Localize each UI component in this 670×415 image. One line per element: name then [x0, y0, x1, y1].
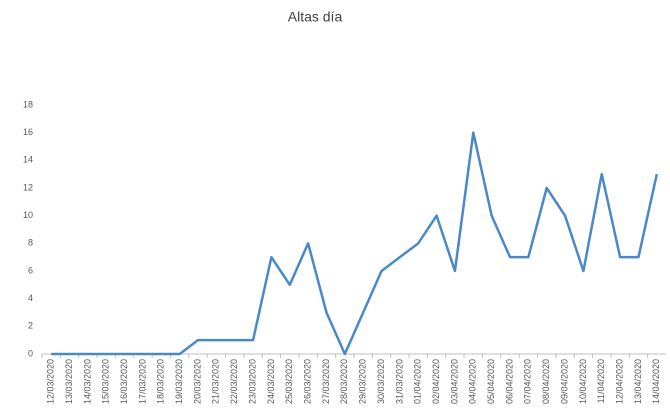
x-tick-label: 03/04/2020 [449, 359, 459, 404]
y-tick-label: 2 [28, 321, 33, 331]
y-tick-label: 6 [28, 265, 33, 275]
x-tick-label: 17/03/2020 [137, 359, 147, 404]
y-tick-label: 18 [23, 99, 33, 109]
x-tick-label: 09/04/2020 [559, 359, 569, 404]
x-tick-label: 28/03/2020 [339, 359, 349, 404]
x-tick-label: 27/03/2020 [321, 359, 331, 404]
x-tick-label: 01/04/2020 [413, 359, 423, 404]
x-tick-label: 18/03/2020 [156, 359, 166, 404]
line [51, 131, 659, 356]
y-tick-label: 4 [28, 293, 33, 303]
x-tick-label: 12/03/2020 [46, 359, 56, 404]
y-tick-label: 12 [23, 182, 33, 192]
x-tick-label: 14/04/2020 [651, 359, 661, 404]
x-tick-label: 10/04/2020 [578, 359, 588, 404]
x-tick-label: 29/03/2020 [358, 359, 368, 404]
x-tick-label: 26/03/2020 [302, 359, 312, 404]
x-tick-label: 13/04/2020 [633, 359, 643, 404]
y-tick-label: 16 [23, 127, 33, 137]
x-tick-label: 23/03/2020 [247, 359, 257, 404]
x-tick-label: 06/04/2020 [504, 359, 514, 404]
chart-title: Altas día [288, 9, 343, 25]
x-tick-label: 15/03/2020 [101, 359, 111, 404]
x-tick-label: 12/04/2020 [614, 359, 624, 404]
x-tick-label: 05/04/2020 [486, 359, 496, 404]
x-tick-label: 21/03/2020 [211, 359, 221, 404]
x-tick-label: 20/03/2020 [192, 359, 202, 404]
x-tick-label: 24/03/2020 [266, 359, 276, 404]
x-tick-label: 07/04/2020 [523, 359, 533, 404]
x-tick-label: 16/03/2020 [119, 359, 129, 404]
x-tick-label: 19/03/2020 [174, 359, 184, 404]
x-tick-label: 04/04/2020 [468, 359, 478, 404]
x-tick-label: 30/03/2020 [376, 359, 386, 404]
y-tick-label: 0 [28, 348, 33, 358]
y-tick-label: 8 [28, 238, 33, 248]
x-tick-label: 22/03/2020 [229, 359, 239, 404]
x-tick-label: 02/04/2020 [431, 359, 441, 404]
x-tick-label: 11/04/2020 [596, 359, 606, 403]
x-tick-label: 14/03/2020 [82, 359, 92, 404]
x-tick-label: 25/03/2020 [284, 359, 294, 404]
y-tick-label: 10 [23, 210, 33, 220]
x-tick-label: 13/03/2020 [64, 359, 74, 404]
y-tick-label: 14 [23, 155, 33, 165]
x-tick-label: 08/04/2020 [541, 359, 551, 404]
x-tick-label: 31/03/2020 [394, 359, 404, 404]
